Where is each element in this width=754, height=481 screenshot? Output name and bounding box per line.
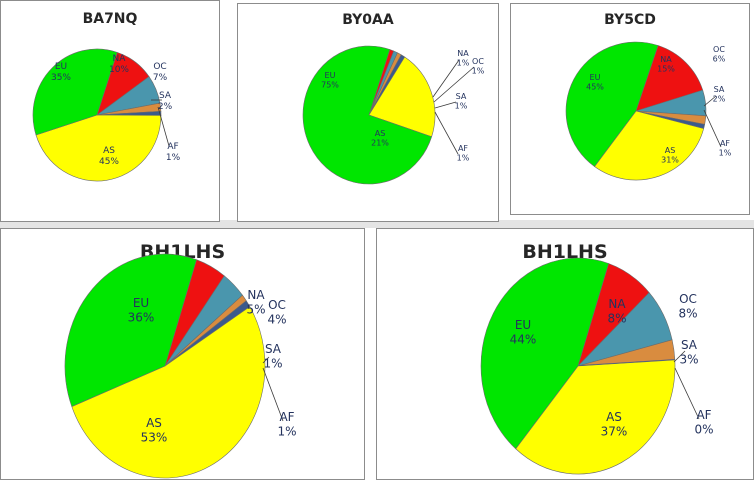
slice-value-as: 45% [99,157,119,167]
pie-slice-as [35,114,162,182]
slice-value-eu: 35% [51,73,71,83]
slice-value-sa: 2% [158,102,173,112]
slice-label-sa: SA [159,91,172,101]
slice-label-eu: EU [55,62,67,72]
slice-label-eu: EU [325,71,336,80]
slice-label-na: NA [457,49,469,58]
leader-line-af [157,106,170,147]
chart-panel-bh1lhs-left: BH1LHS NA 5% OC 4% SA 1% AF 1% AS 53% EU 36% [0,228,365,480]
slice-label-as: AS [146,416,162,430]
pie-slice-as [71,306,266,479]
leader-line-na [432,59,460,98]
pie-slice-eu [565,41,659,167]
leader-line-sa [262,356,270,364]
pie-slice-as [368,56,436,138]
slice-value-af: 1% [719,149,732,158]
slice-value-oc: 4% [267,312,286,326]
slice-label-na: NA [660,55,672,64]
slice-value-eu: 36% [128,310,155,324]
slice-value-na: 10% [109,65,129,75]
slice-label-af: AF [696,408,711,422]
slice-value-sa: 1% [455,102,468,111]
slice-label-as: AS [103,146,115,156]
slice-label-na: NA [113,54,127,64]
slice-label-eu: EU [133,296,149,310]
slice-value-as: 37% [601,424,628,438]
slice-label-oc: OC [713,45,725,54]
slice-label-eu: EU [515,318,531,332]
slice-label-sa: SA [265,342,282,356]
slice-value-af: 1% [457,154,470,163]
slice-value-sa: 2% [713,95,726,104]
slice-value-oc: 7% [153,73,168,83]
slice-label-af: AF [167,142,178,152]
slice-label-af: AF [279,410,294,424]
leader-line-oc [433,66,475,103]
chart-title: BA7NQ [82,11,138,27]
slice-value-as: 31% [661,156,679,165]
leader-line-af [262,367,284,422]
slice-value-oc: 8% [678,306,697,320]
slice-value-eu: 44% [510,332,537,346]
slice-value-oc: 6% [713,55,726,64]
slice-value-af: 1% [277,424,296,438]
slice-value-eu: 75% [321,81,339,90]
slice-value-na: 8% [607,311,626,325]
leader-line-sa [434,101,457,109]
slice-label-na: NA [247,288,265,302]
slice-value-eu: 45% [586,83,604,92]
chart-title: BH1LHS [522,241,608,263]
chart-panel-by0aa: BY0AA NA 1% OC 1% SA 1% AF 1% AS 21% EU 75% [237,3,499,222]
slice-label-oc: OC [472,57,484,66]
slice-label-oc: OC [679,292,697,306]
slice-value-af: 0% [694,422,713,436]
slice-value-as: 21% [371,139,389,148]
slice-value-as: 53% [141,430,168,444]
slice-value-na: 15% [657,65,675,74]
pie-slice-eu [302,45,433,185]
slice-label-af: AF [720,139,730,148]
slice-label-as: AS [375,129,386,138]
slice-label-oc: OC [268,298,286,312]
leader-line-af [434,111,459,155]
slice-label-na: NA [608,297,626,311]
slice-label-af: AF [458,144,468,153]
chart-panel-bh1lhs-right: BH1LHS NA 8% OC 8% SA 3% AF 0% AS 37% EU 44% [376,228,754,480]
slice-label-oc: OC [153,62,166,72]
leader-line-sa [673,350,686,363]
chart-title: BY0AA [342,12,394,28]
slice-label-eu: EU [590,73,601,82]
slice-value-na: 5% [246,302,265,316]
slice-label-sa: SA [714,85,725,94]
leader-line-af [703,109,722,148]
chart-panel-ba7nq: BA7NQ NA 10% OC 7% SA 2% AF 1% AS 45% EU 35% [0,0,220,222]
pie-slice-as [515,359,676,475]
slice-value-af: 1% [166,153,181,163]
slice-label-sa: SA [681,338,698,352]
slice-value-na: 1% [457,59,470,68]
slice-value-sa: 1% [263,356,282,370]
slice-value-oc: 1% [472,67,485,76]
pie-slice-eu [32,48,118,136]
slice-label-sa: SA [456,92,467,101]
slice-label-as: AS [606,410,622,424]
leader-line-af [674,367,700,420]
pie-slice-eu [480,257,609,450]
leader-line-sa [703,95,717,107]
slice-value-sa: 3% [679,352,698,366]
chart-title: BY5CD [604,12,656,28]
pie-slice-as [594,110,705,181]
pie-slice-eu [64,253,197,407]
slice-label-as: AS [665,146,676,155]
background-strip [0,220,754,228]
chart-panel-by5cd: BY5CD NA 15% OC 6% SA 2% AF 1% AS 31% EU 45% [510,3,750,215]
